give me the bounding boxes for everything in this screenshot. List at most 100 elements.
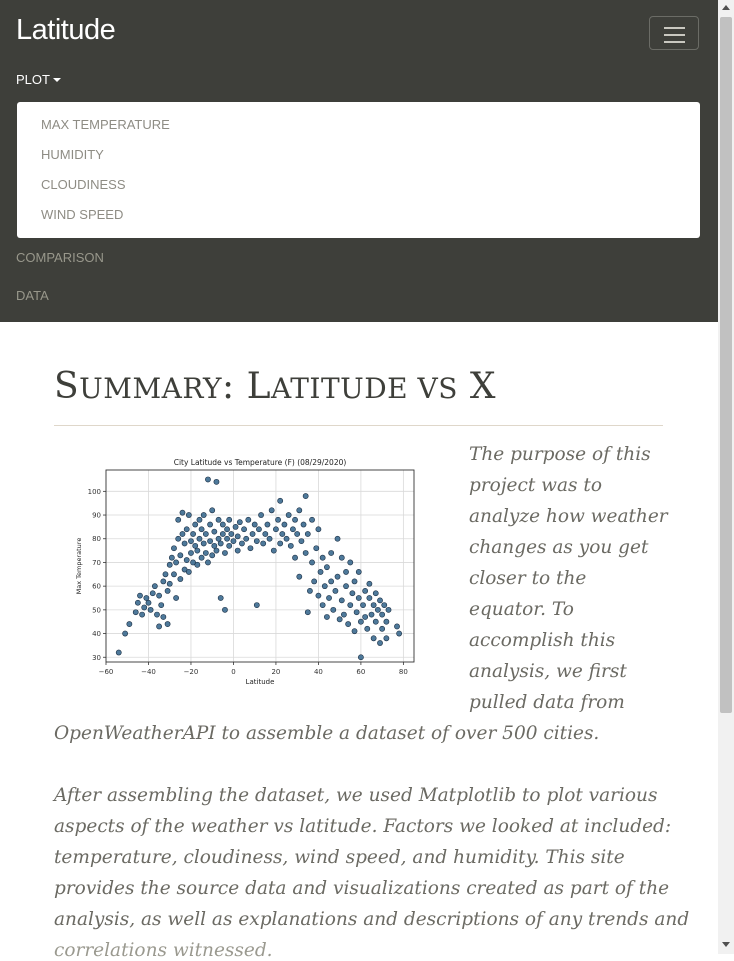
- scatter-point: [317, 569, 324, 575]
- scatter-point: [260, 540, 267, 547]
- scatter-point: [319, 554, 326, 561]
- scatter-point: [183, 526, 190, 533]
- hamburger-icon-line: [664, 34, 685, 36]
- scatter-point: [360, 602, 366, 609]
- y-tick-label: 60: [92, 583, 101, 591]
- scatter-point: [185, 569, 192, 575]
- scatter-point: [213, 478, 220, 485]
- dropdown-item-cloudiness[interactable]: CLOUDINESS: [41, 177, 126, 192]
- scatter-point: [219, 521, 226, 528]
- scatter-point: [372, 618, 379, 625]
- scatter-point: [326, 595, 332, 601]
- scatter-point: [345, 621, 352, 627]
- scatter-point: [256, 526, 262, 533]
- paragraph-line: provides the source data and visualizati…: [54, 878, 670, 899]
- scatter-point: [262, 531, 269, 537]
- menu-toggle-button[interactable]: [649, 16, 699, 50]
- scatter-point: [377, 640, 383, 646]
- dropdown-item-wind-speed[interactable]: WIND SPEED: [41, 207, 124, 222]
- nav-plot-label: PLOT: [16, 72, 50, 87]
- x-tick-label: 20: [271, 668, 280, 676]
- scatter-point: [357, 618, 364, 625]
- scatter-point: [228, 531, 235, 537]
- scatter-point: [394, 623, 400, 630]
- scrollbar-thumb[interactable]: [720, 17, 732, 713]
- scatter-point: [362, 587, 369, 594]
- nav-plot-dropdown-toggle[interactable]: PLOT: [16, 72, 61, 87]
- scatter-point: [151, 583, 158, 590]
- scatter-point: [307, 587, 313, 594]
- scatter-point: [338, 554, 345, 561]
- scatter-point: [232, 523, 239, 530]
- scatter-point: [192, 542, 199, 549]
- scatter-point: [196, 535, 203, 542]
- scatter-point: [324, 614, 330, 620]
- paragraph-line: aspects of the weather vs latitude. Fact…: [54, 816, 672, 837]
- scatter-point: [198, 526, 205, 533]
- y-tick-label: 70: [92, 559, 101, 567]
- x-tick-label: 40: [314, 668, 323, 676]
- scatter-point: [266, 535, 273, 542]
- scatter-point: [334, 573, 341, 580]
- dropdown-item-max-temperature[interactable]: MAX TEMPERATURE: [41, 117, 170, 132]
- scroll-down-arrow-icon[interactable]: [722, 942, 730, 947]
- scatter-point: [315, 592, 322, 599]
- x-tick-label: 0: [231, 668, 235, 676]
- scatter-point: [219, 531, 226, 537]
- scatter-point: [383, 618, 390, 625]
- paragraph-line: closer to the: [469, 568, 587, 589]
- scatter-point: [385, 606, 392, 613]
- scatter-point: [379, 625, 386, 632]
- scatter-point: [226, 516, 233, 523]
- scatter-point: [353, 609, 360, 616]
- hamburger-icon-line: [664, 27, 685, 29]
- scatter-point: [343, 583, 349, 590]
- scatter-point: [236, 519, 243, 526]
- scatter-point: [368, 611, 375, 618]
- scatter-point: [372, 590, 379, 597]
- scatter-point: [211, 542, 218, 549]
- scatter-point: [198, 554, 205, 561]
- scatter-point: [283, 535, 290, 542]
- y-tick-label: 80: [92, 535, 101, 543]
- scatter-point: [290, 526, 296, 533]
- nav-link-data[interactable]: DATA: [16, 288, 49, 303]
- scatter-point: [194, 561, 201, 568]
- scatter-point: [230, 538, 237, 545]
- scatter-point: [292, 554, 298, 561]
- scatter-point: [302, 493, 309, 499]
- scatter-point: [309, 559, 315, 566]
- scatter-point: [158, 602, 165, 609]
- scatter-point: [364, 625, 371, 632]
- latitude-temperature-scatter-chart: −60 −40 −20 0 20 40 60 80 30 40 50 60 70 80 90 100 City …: [75, 458, 415, 686]
- scatter-point: [122, 630, 129, 637]
- scatter-point: [336, 616, 343, 623]
- paragraph-line: accomplish this: [469, 630, 616, 651]
- brand-logo[interactable]: Latitude: [16, 14, 116, 46]
- plot-frame: [105, 469, 415, 663]
- scatter-point: [374, 606, 381, 613]
- scatter-point: [366, 595, 373, 601]
- scatter-point: [275, 516, 281, 523]
- dropdown-item-humidity[interactable]: HUMIDITY: [41, 147, 104, 162]
- scatter-point: [264, 521, 271, 528]
- scatter-point: [321, 583, 328, 590]
- scatter-point: [200, 512, 207, 518]
- scatter-point: [177, 576, 184, 582]
- scatter-point: [202, 550, 209, 556]
- y-tick-label: 40: [92, 630, 101, 638]
- scatter-point: [126, 621, 133, 627]
- nav-link-comparison[interactable]: COMPARISON: [16, 250, 104, 265]
- scroll-up-arrow-icon[interactable]: [722, 5, 730, 10]
- scatter-point: [205, 559, 211, 566]
- title-divider: [54, 425, 663, 426]
- scatter-point: [137, 592, 143, 599]
- scatter-point: [173, 559, 179, 566]
- scatter-point: [243, 535, 250, 542]
- scatter-point: [311, 578, 318, 585]
- scatter-point: [343, 569, 349, 575]
- scatter-point: [247, 545, 254, 552]
- scatter-point: [328, 578, 335, 585]
- scatter-point: [188, 538, 194, 545]
- scatter-point: [319, 602, 326, 609]
